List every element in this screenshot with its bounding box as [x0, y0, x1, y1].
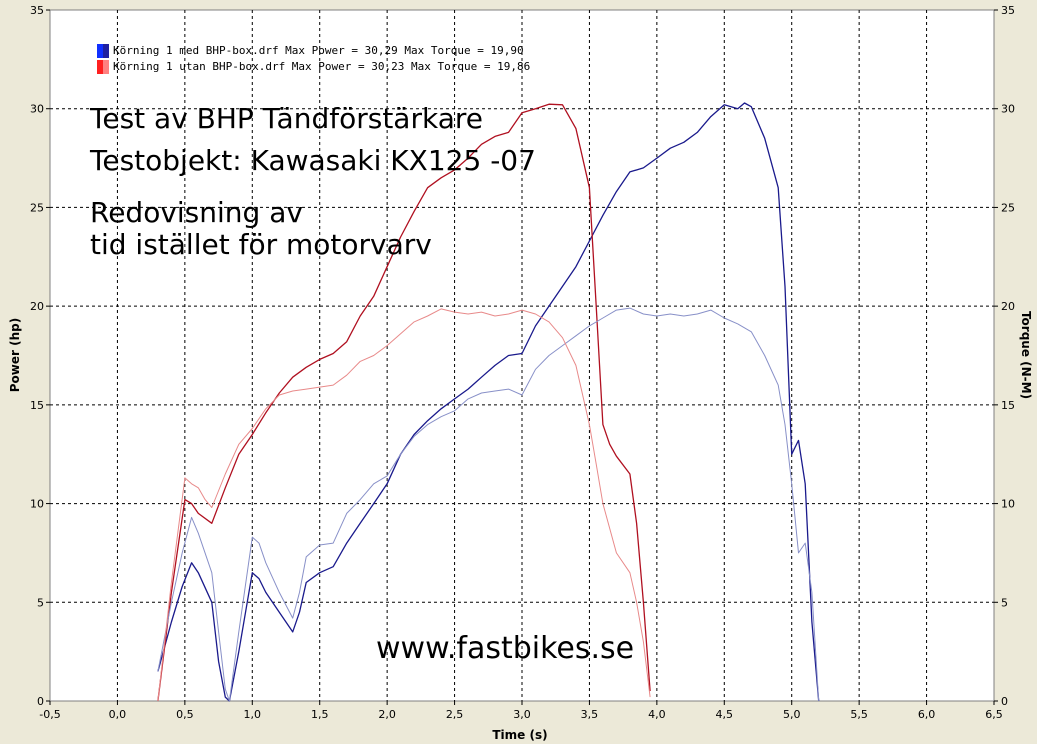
x-tick-label: 4,0 [648, 708, 666, 721]
legend-swatch-1 [97, 60, 109, 74]
x-tick-label: 2,0 [378, 708, 396, 721]
series-line-1-power [157, 103, 651, 702]
x-tick-label: 5,5 [850, 708, 868, 721]
y2-tick-label: 35 [1001, 4, 1015, 17]
y-axis-title: Power (hp) [8, 318, 22, 392]
y2-tick-label: 15 [1001, 399, 1015, 412]
x-tick-label: 3,0 [513, 708, 531, 721]
y2-tick-label: 0 [1001, 695, 1008, 708]
legend-entry-0: Körning 1 med BHP-box.drf Max Power = 30… [113, 44, 524, 57]
x-tick-label: 0,5 [176, 708, 194, 721]
y2-tick-label: 20 [1001, 300, 1015, 313]
x-tick-label: 4,5 [716, 708, 734, 721]
x-tick-label: -0,5 [39, 708, 60, 721]
x-tick-label: 3,5 [581, 708, 599, 721]
x-tick-label: 5,0 [783, 708, 801, 721]
y2-tick-label: 10 [1001, 498, 1015, 511]
series-line-3-torque [157, 308, 651, 702]
legend-swatch-0 [97, 44, 109, 58]
grid-lines [50, 10, 994, 701]
x-axis-title: Time (s) [492, 728, 547, 742]
y-axis-ticks: 0 5 10 15 20 25 30 35 [30, 4, 50, 708]
y-tick-label: 0 [37, 695, 44, 708]
annotation-note-line2: tid istället för motorvarv [90, 228, 432, 261]
y-tick-label: 30 [30, 103, 44, 116]
annotation-subject: Testobjekt: Kawasaki KX125 -07 [89, 144, 536, 177]
x-tick-label: 0,0 [109, 708, 127, 721]
y-tick-label: 10 [30, 498, 44, 511]
y-tick-label: 35 [30, 4, 44, 17]
y-tick-label: 5 [37, 596, 44, 609]
y-tick-label: 25 [30, 201, 44, 214]
y2-tick-label: 30 [1001, 103, 1015, 116]
series-line-2-torque [157, 307, 820, 702]
y2-axis-ticks: 0 5 10 15 20 25 30 35 [994, 4, 1015, 708]
y-tick-label: 15 [30, 399, 44, 412]
annotation-title: Test av BHP Tändförstärkare [89, 102, 483, 135]
annotation-url: www.fastbikes.se [376, 631, 634, 666]
x-tick-label: 6,5 [985, 708, 1003, 721]
x-tick-label: 2,5 [446, 708, 464, 721]
x-tick-label: 1,0 [244, 708, 262, 721]
x-tick-label: 1,5 [311, 708, 329, 721]
y2-axis-title: Torque (N-M) [1019, 311, 1033, 399]
series-line-0-power [157, 102, 820, 702]
y2-tick-label: 25 [1001, 201, 1015, 214]
x-axis-ticks: -0,5 0,0 0,5 1,0 1,5 2,0 2,5 3,0 3,5 4,0 4,5 5,0 5,5… [39, 701, 1003, 721]
legend-entry-1: Körning 1 utan BHP-box.drf Max Power = 3… [113, 60, 530, 73]
annotation-note-line1: Redovisning av [90, 196, 303, 229]
legend: Körning 1 med BHP-box.drf Max Power = 30… [97, 44, 530, 74]
y2-tick-label: 5 [1001, 596, 1008, 609]
series-lines [157, 102, 820, 702]
y-tick-label: 20 [30, 300, 44, 313]
x-tick-label: 6,0 [918, 708, 936, 721]
